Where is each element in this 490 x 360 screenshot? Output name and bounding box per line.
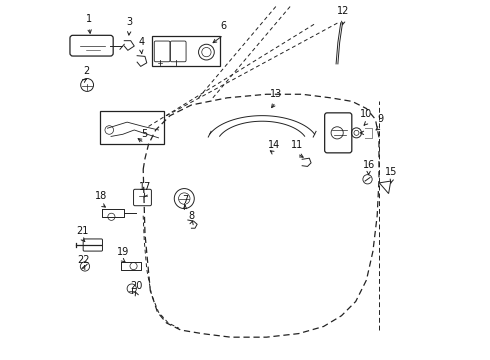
Text: 7: 7 xyxy=(182,195,188,205)
Text: 4: 4 xyxy=(138,37,145,47)
Text: 15: 15 xyxy=(385,167,398,177)
Text: 16: 16 xyxy=(363,160,375,170)
Text: 22: 22 xyxy=(77,255,90,265)
Text: 21: 21 xyxy=(76,226,89,236)
Text: 9: 9 xyxy=(377,113,383,123)
Text: 11: 11 xyxy=(291,140,303,150)
Bar xyxy=(152,36,220,66)
Bar xyxy=(100,111,164,144)
Text: 6: 6 xyxy=(220,21,227,31)
Text: 20: 20 xyxy=(130,281,143,291)
Text: 10: 10 xyxy=(360,109,372,119)
Text: 1: 1 xyxy=(86,14,92,23)
Text: 5: 5 xyxy=(141,129,147,139)
Text: 2: 2 xyxy=(83,66,89,76)
Text: 8: 8 xyxy=(188,211,195,221)
Text: 18: 18 xyxy=(95,191,107,201)
Text: 19: 19 xyxy=(118,247,130,257)
Text: 3: 3 xyxy=(126,17,132,27)
Text: 17: 17 xyxy=(139,182,151,192)
Text: 12: 12 xyxy=(338,6,350,17)
Text: 14: 14 xyxy=(268,140,280,150)
Text: 13: 13 xyxy=(270,89,282,99)
